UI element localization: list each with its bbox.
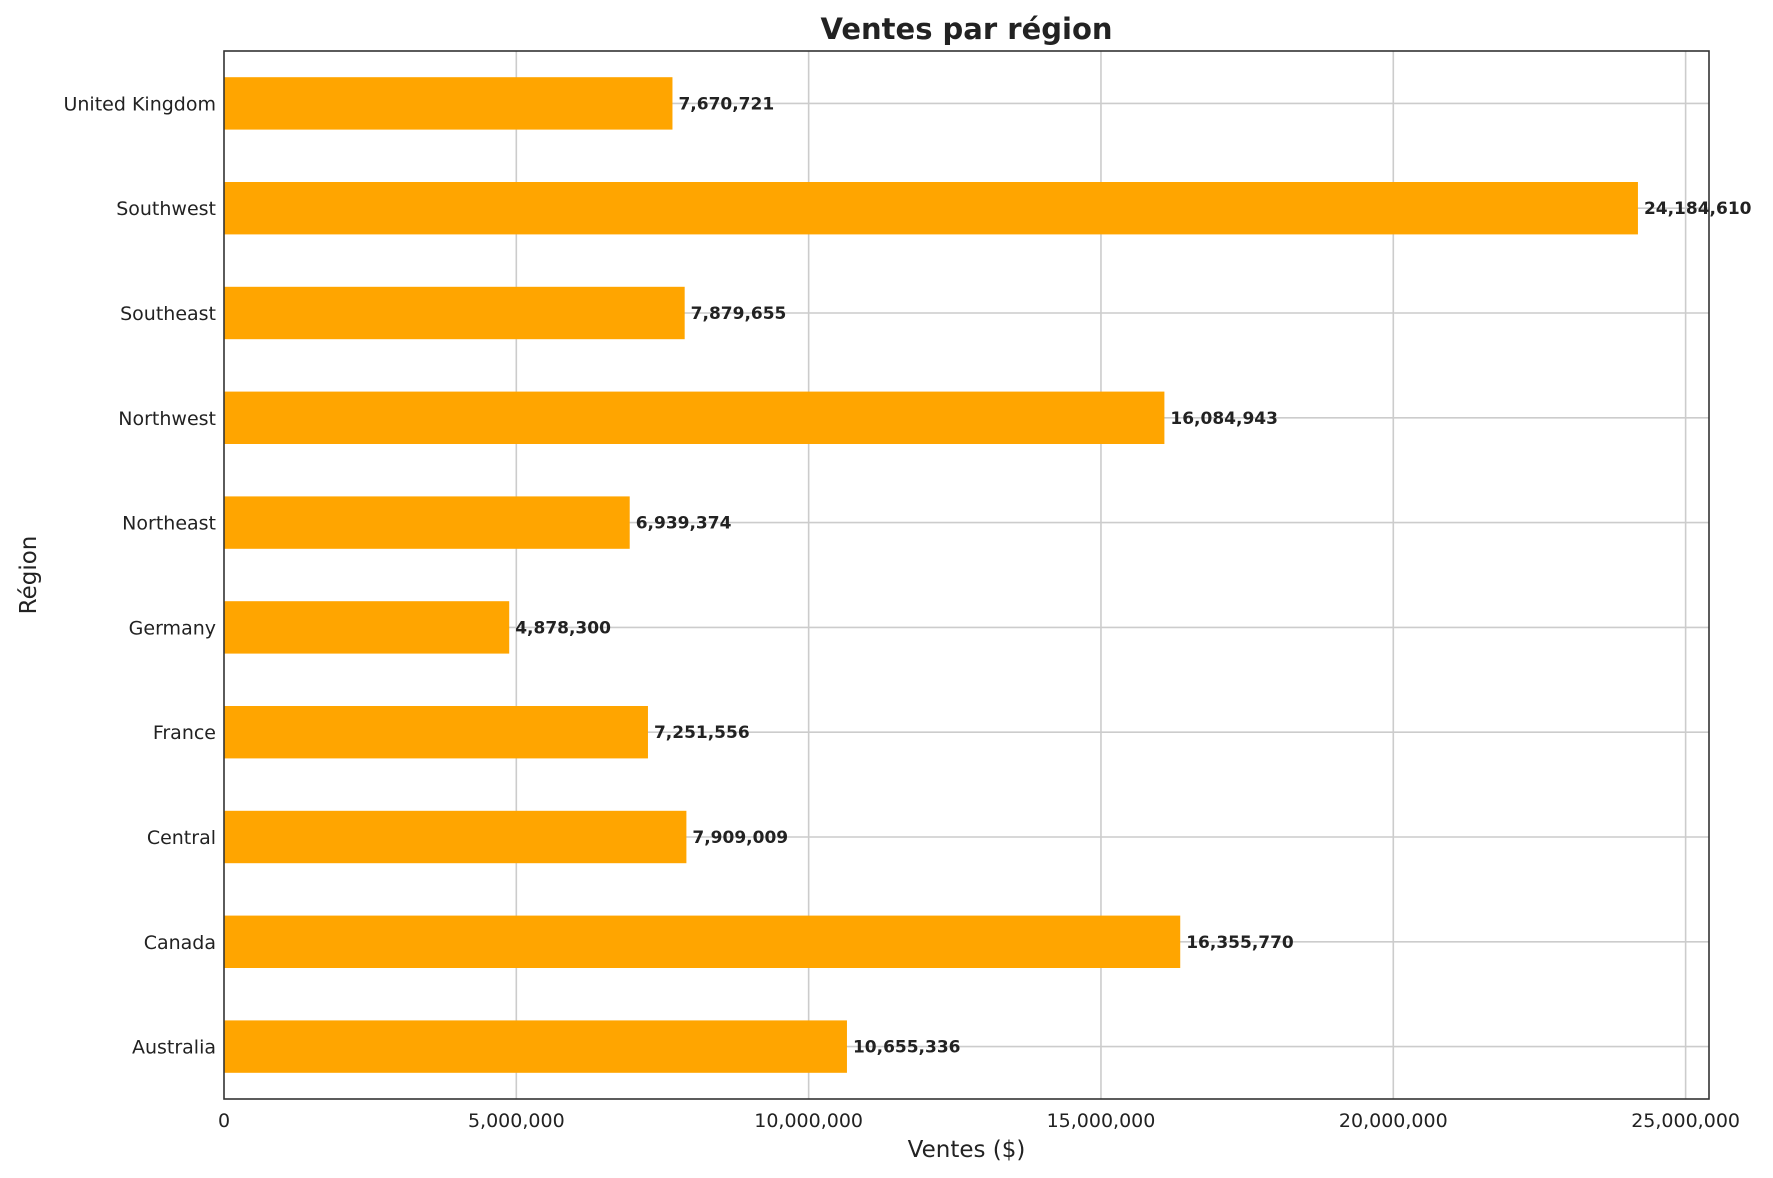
- x-tick-label: 5,000,000: [468, 1110, 565, 1132]
- bar: [224, 915, 1181, 968]
- y-tick-label: Germany: [129, 617, 216, 639]
- y-tick-label: France: [153, 722, 216, 744]
- y-tick-label: Central: [147, 827, 216, 849]
- y-tick-label: Australia: [132, 1037, 216, 1059]
- bar-value-label: 24,184,610: [1644, 199, 1752, 219]
- bar: [224, 706, 648, 759]
- value-labels: 7,670,721 24,184,610 7,879,655 16,084,943 6,…: [515, 94, 1751, 1057]
- bar-value-label: 4,878,300: [515, 618, 611, 638]
- x-tick-labels: 0 5,000,000 10,000,000 15,000,000 20,000,000…: [218, 1110, 1740, 1132]
- x-tick-label: 15,000,000: [1047, 1110, 1156, 1132]
- plot-frame: [223, 50, 1710, 1100]
- bar: [224, 496, 630, 549]
- y-tick-label: United Kingdom: [63, 93, 216, 115]
- y-axis-label: Région: [16, 536, 42, 615]
- y-tick-labels: United Kingdom Southwest Southeast Northwes…: [63, 93, 216, 1058]
- y-tick-label: Northeast: [122, 513, 216, 535]
- bar-value-label: 16,355,770: [1186, 933, 1294, 953]
- bar-value-label: 6,939,374: [636, 514, 732, 534]
- bar: [224, 810, 687, 864]
- bar: [224, 601, 510, 654]
- y-tick-label: Northwest: [118, 408, 216, 430]
- bar-value-label: 16,084,943: [1170, 409, 1278, 429]
- bar: [224, 391, 1165, 444]
- bar: [224, 286, 685, 340]
- bar-value-label: 7,251,556: [654, 723, 750, 743]
- bar-value-label: 7,670,721: [678, 94, 774, 114]
- x-axis-label: Ventes ($): [908, 1137, 1026, 1163]
- chart-title: Ventes par région: [820, 12, 1112, 46]
- x-tick-label: 20,000,000: [1339, 1110, 1448, 1132]
- x-tick-label: 25,000,000: [1631, 1110, 1740, 1132]
- bar: [224, 182, 1638, 235]
- y-tick-label: Southeast: [120, 303, 216, 325]
- x-tick-label: 0: [218, 1110, 230, 1132]
- bars: [224, 77, 1638, 1073]
- bar: [224, 1020, 847, 1073]
- y-tick-label: Canada: [144, 932, 216, 954]
- y-tick-label: Southwest: [116, 198, 216, 220]
- bar-value-label: 7,909,009: [692, 828, 788, 848]
- bar: [224, 77, 673, 130]
- bar-value-label: 7,879,655: [691, 304, 787, 324]
- x-tick-label: 10,000,000: [754, 1110, 863, 1132]
- bar-value-label: 10,655,336: [853, 1038, 961, 1058]
